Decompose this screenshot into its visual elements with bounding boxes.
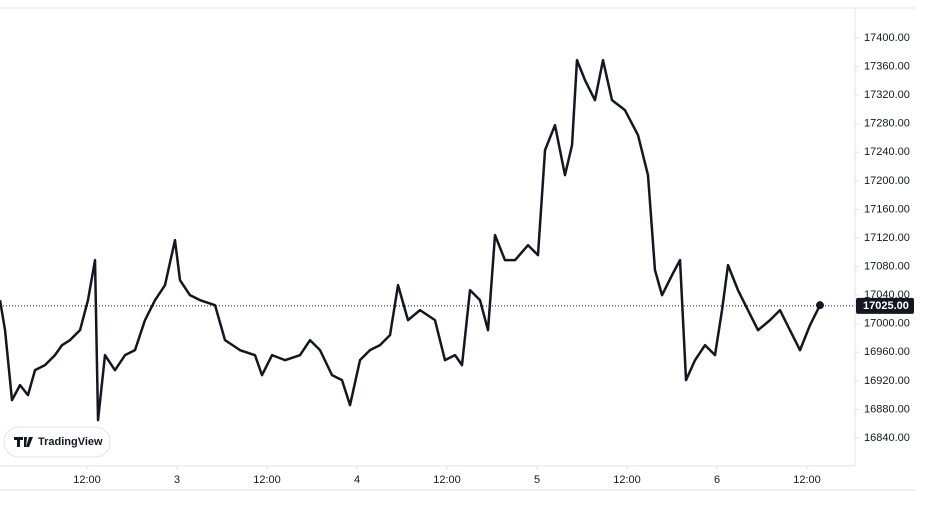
y-tick-label: 17000.00 — [864, 318, 910, 330]
x-tick-label: 12:00 — [433, 474, 461, 486]
x-tick-label: 6 — [714, 474, 720, 486]
watermark-logo — [14, 437, 33, 447]
y-tick-label: 16960.00 — [864, 346, 910, 358]
y-tick-label: 17240.00 — [864, 146, 910, 158]
y-tick-label: 17200.00 — [864, 175, 910, 187]
watermark-box — [3, 426, 111, 458]
y-tick-label: 17080.00 — [864, 260, 910, 272]
y-tick-label: 17160.00 — [864, 203, 910, 215]
x-tick-label: 3 — [174, 474, 180, 486]
x-tick-label: 12:00 — [793, 474, 821, 486]
watermark-text: TradingView — [38, 436, 103, 448]
price-line — [0, 58, 822, 422]
y-tick-label: 17280.00 — [864, 118, 910, 130]
x-tick-label: 12:00 — [253, 474, 281, 486]
last-price-box — [856, 297, 914, 314]
x-tick-label: 5 — [534, 474, 540, 486]
y-tick-label: 17320.00 — [864, 89, 910, 101]
last-price-label: 17025.00 — [863, 300, 909, 312]
x-tick-label: 12:00 — [613, 474, 641, 486]
y-tick-label: 17120.00 — [864, 232, 910, 244]
watermark: TradingView — [3, 426, 111, 458]
y-tick-label: 16840.00 — [864, 432, 910, 444]
x-tick-label: 4 — [354, 474, 360, 486]
y-tick-label: 16920.00 — [864, 375, 910, 387]
y-tick-label: 17400.00 — [864, 32, 910, 44]
x-tick-label: 12:00 — [73, 474, 101, 486]
last-point — [815, 301, 824, 310]
y-tick-label: 16880.00 — [864, 403, 910, 415]
y-tick-label: 17360.00 — [864, 60, 910, 72]
